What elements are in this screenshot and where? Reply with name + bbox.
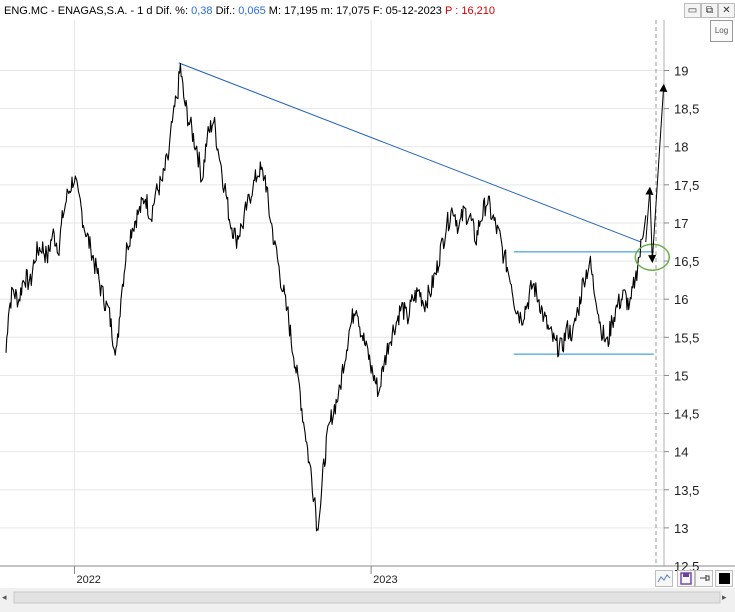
projection-arrow bbox=[645, 186, 654, 243]
price-series bbox=[5, 62, 647, 532]
projection-arrow bbox=[651, 83, 668, 262]
close-button[interactable]: ✕ bbox=[718, 3, 735, 18]
black-square-icon bbox=[719, 573, 730, 584]
min-label: m: bbox=[320, 5, 334, 17]
scrollbar-track bbox=[0, 590, 735, 605]
restore-icon: ⧉ bbox=[705, 5, 714, 16]
minimize-icon: ▭ bbox=[687, 5, 698, 16]
pin-button[interactable] bbox=[695, 570, 713, 587]
y-tick-label: 15 bbox=[674, 368, 688, 383]
minimize-button[interactable]: ▭ bbox=[684, 3, 701, 18]
max-value: 17,195 bbox=[284, 5, 318, 17]
y-tick-label: 13,5 bbox=[674, 483, 699, 498]
dif-pct-value: 0,38 bbox=[191, 5, 213, 17]
scroll-left-icon[interactable]: ◂ bbox=[2, 592, 7, 602]
log-scale-button[interactable]: Log bbox=[710, 20, 733, 42]
highlight-ellipse bbox=[634, 243, 671, 272]
y-tick-label: 16 bbox=[674, 292, 688, 307]
restore-button[interactable]: ⧉ bbox=[701, 3, 718, 18]
x-tick-label: 2022 bbox=[76, 574, 100, 586]
scroll-right-icon[interactable]: ▸ bbox=[722, 592, 727, 602]
horizontal-scrollbar[interactable]: ◂ ▸ bbox=[0, 588, 735, 607]
log-label: Log bbox=[714, 26, 729, 35]
y-tick-label: 17 bbox=[674, 216, 688, 231]
pin-icon bbox=[700, 575, 710, 581]
x-axis-ticks: 2022 2023 bbox=[73, 566, 398, 586]
price-label: P : bbox=[445, 5, 459, 17]
header-info: ENG.MC - ENAGAS,S.A. - 1 d Dif. %: 0,38 … bbox=[4, 2, 495, 20]
y-tick-label: 14,5 bbox=[674, 407, 699, 422]
dif-pct-label: Dif. %: bbox=[155, 5, 189, 17]
y-tick-label: 13 bbox=[674, 521, 688, 536]
y-tick-label: 15,5 bbox=[674, 330, 699, 345]
x-tick-label: 2023 bbox=[373, 574, 397, 586]
projection-arrow bbox=[648, 188, 657, 264]
y-tick-label: 16,5 bbox=[674, 254, 699, 269]
date-label: F: bbox=[372, 5, 383, 17]
floppy-icon bbox=[680, 572, 692, 585]
period-label: - 1 d bbox=[130, 5, 153, 17]
annotations bbox=[178, 62, 654, 355]
min-value: 17,075 bbox=[336, 5, 370, 17]
y-tick-label: 17,5 bbox=[674, 178, 699, 193]
trendline bbox=[178, 62, 642, 243]
price-value: 16,210 bbox=[461, 5, 495, 17]
y-tick-label: 14 bbox=[674, 445, 688, 460]
grid-lines bbox=[0, 20, 664, 567]
y-tick-label: 18 bbox=[674, 140, 688, 155]
chart-type-button[interactable] bbox=[655, 570, 673, 587]
max-label: M: bbox=[268, 5, 282, 17]
dif-label: Dif.: bbox=[215, 5, 236, 17]
close-icon: ✕ bbox=[722, 5, 731, 16]
dif-value: 0,065 bbox=[238, 5, 266, 17]
save-button[interactable] bbox=[677, 570, 695, 587]
date-value: 05-12-2023 bbox=[385, 5, 442, 17]
y-axis-panel bbox=[664, 20, 735, 588]
price-line bbox=[5, 62, 647, 532]
ticker-label: ENG.MC - ENAGAS,S.A. bbox=[4, 5, 128, 17]
y-tick-label: 19 bbox=[674, 63, 688, 78]
wave-icon bbox=[657, 574, 671, 583]
y-tick-label: 18,5 bbox=[674, 102, 699, 117]
fill-button[interactable] bbox=[715, 570, 733, 587]
